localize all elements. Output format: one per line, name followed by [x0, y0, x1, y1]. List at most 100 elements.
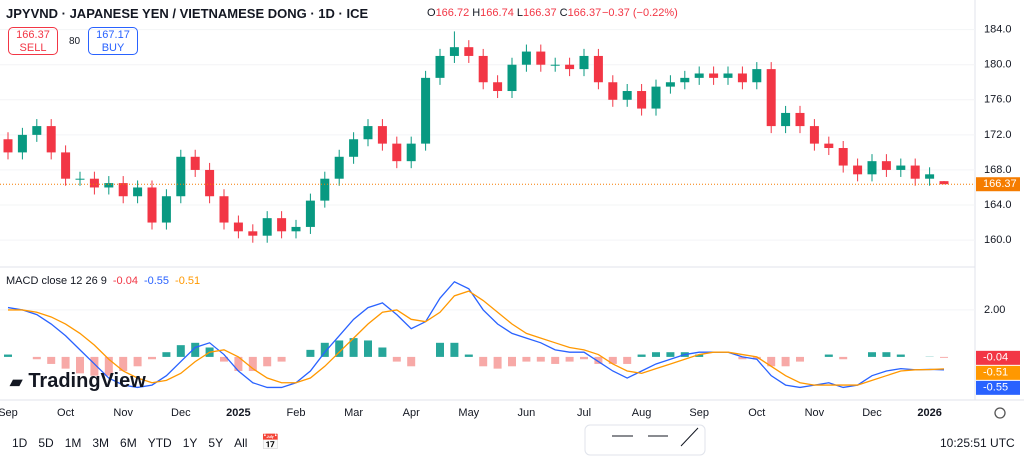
range-button[interactable]: 5Y — [208, 436, 224, 450]
macd-axis-label-bg — [976, 350, 1020, 365]
x-tick-label: Feb — [287, 407, 306, 419]
candle-body — [737, 73, 747, 83]
candle-body — [104, 183, 114, 188]
candle-body — [89, 178, 99, 188]
histogram-bar — [695, 354, 704, 357]
ohlc-label: H — [472, 7, 481, 19]
candle-body — [608, 82, 618, 100]
y-tick-label: 160.0 — [984, 234, 1012, 246]
candle-body — [190, 156, 200, 170]
histogram-bar — [119, 356, 128, 371]
drawing-toolbar — [584, 424, 706, 456]
candle-body — [233, 222, 243, 232]
histogram-bar — [608, 356, 617, 364]
macd-axis-label: -0.51 — [983, 367, 1008, 379]
candle-body — [781, 112, 791, 127]
candle-body — [493, 82, 503, 92]
macd-legend-value: -0.51 — [175, 275, 201, 287]
macd-title: MACD close 12 26 9 — [6, 275, 107, 287]
histogram-bar — [277, 356, 286, 362]
candle-body — [939, 181, 949, 185]
histogram-bar — [493, 356, 502, 369]
macd-axis-label: -0.04 — [983, 352, 1008, 364]
histogram-bar — [594, 356, 603, 364]
candle-body — [637, 91, 647, 109]
ohlc-legend: O166.72 H166.74 L166.37 C166.37 — [424, 7, 601, 19]
candle-body — [593, 55, 603, 83]
range-button[interactable]: 6M — [120, 436, 137, 450]
histogram-bar — [580, 356, 588, 360]
range-button[interactable]: 1D — [12, 436, 28, 450]
ohlc-label: L — [516, 7, 523, 19]
x-tick-label: Dec — [862, 407, 882, 419]
buy-price: 167.17 — [96, 29, 130, 41]
candle-body — [881, 161, 891, 170]
histogram-bar — [796, 356, 804, 362]
range-button[interactable]: All — [234, 436, 248, 450]
histogram-bar — [320, 342, 329, 357]
histogram-bar — [738, 356, 747, 360]
x-tick-label: Sep — [0, 407, 18, 419]
histogram-bar — [868, 352, 876, 357]
histogram-bar — [162, 352, 171, 357]
ohlc-label: O — [427, 7, 436, 19]
histogram-bar — [767, 356, 776, 367]
range-button[interactable]: 1Y — [182, 436, 198, 450]
change: −0.37 (−0.22%) — [602, 7, 678, 19]
tool-trend[interactable] — [680, 427, 699, 447]
histogram-bar — [450, 342, 459, 357]
y-tick-label: 184.0 — [984, 24, 1012, 36]
histogram-bar — [61, 356, 70, 369]
histogram-bar — [940, 356, 948, 358]
histogram-bar — [364, 340, 372, 357]
x-tick-label: Jul — [577, 407, 591, 419]
histogram-bar — [896, 354, 905, 357]
candle-body — [838, 148, 848, 166]
histogram-bar — [479, 356, 488, 367]
candle-body — [680, 77, 690, 83]
histogram-bar — [90, 356, 99, 376]
range-button[interactable]: 1M — [64, 436, 82, 450]
x-tick-label: Nov — [805, 407, 825, 419]
spread: 80 — [69, 36, 81, 47]
ohlc-label: C — [559, 7, 568, 19]
histogram-bar — [824, 354, 833, 357]
x-tick-label: May — [458, 407, 479, 419]
range-button[interactable]: YTD — [147, 436, 172, 450]
sell-button[interactable]: 166.37 SELL — [8, 27, 58, 55]
candle-body — [565, 64, 575, 70]
candle-body — [147, 187, 157, 223]
settings-icon[interactable] — [994, 407, 1006, 419]
candle-body — [133, 187, 143, 197]
candle-body — [853, 165, 863, 175]
candle-body — [17, 134, 27, 153]
histogram-bar — [148, 356, 156, 360]
histogram-bar — [47, 356, 56, 364]
x-tick-label: Sep — [689, 407, 709, 419]
range-button[interactable]: 3M — [92, 436, 110, 450]
macd-legend: MACD close 12 26 9 -0.04 -0.55 -0.51 — [6, 275, 200, 287]
sell-price: 166.37 — [16, 29, 50, 41]
clock: 10:25:51 UTC — [940, 436, 1015, 450]
y-tick-label: 168.0 — [984, 164, 1012, 176]
range-button[interactable]: 5D — [38, 436, 54, 450]
macd-line — [7, 280, 945, 389]
histogram-bar — [32, 356, 41, 360]
y-tick-label: 172.0 — [984, 129, 1012, 141]
histogram-bar — [176, 345, 185, 357]
last-price-label-bg — [976, 177, 1020, 192]
histogram-bar — [248, 356, 257, 371]
candle-body — [421, 77, 431, 144]
buy-button[interactable]: 167.17 BUY — [88, 27, 138, 55]
macd-line — [8, 290, 945, 386]
histogram-bar — [508, 356, 516, 367]
histogram-bar — [407, 356, 416, 367]
x-tick-label: Jun — [518, 407, 536, 419]
date-range-icon[interactable]: 📅 — [261, 434, 280, 451]
candle-body — [32, 126, 42, 135]
histogram-bar — [76, 356, 84, 374]
histogram-bar — [335, 340, 344, 357]
histogram-bar — [752, 356, 761, 360]
candle-body — [176, 156, 186, 197]
